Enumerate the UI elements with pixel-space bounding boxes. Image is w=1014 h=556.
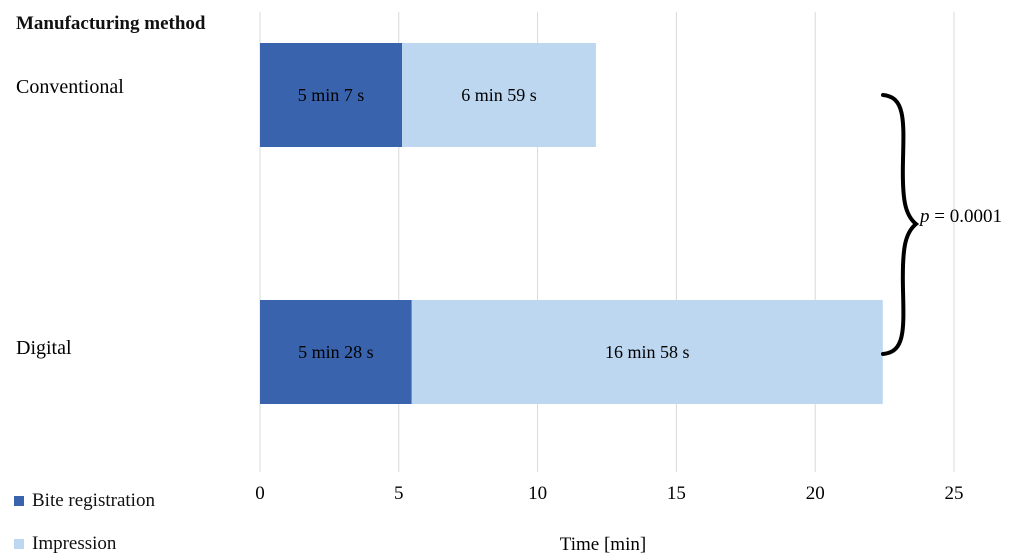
bar-segment (402, 43, 596, 147)
bar-data-label: 5 min 7 s (298, 85, 365, 105)
significance-annotation: p = 0.0001 (881, 93, 1002, 356)
bar-data-label: 6 min 59 s (461, 85, 537, 105)
x-tick-label: 20 (806, 483, 825, 504)
category-labels: Conventional Digital (16, 76, 124, 359)
x-tick-label: 0 (255, 483, 265, 504)
category-label: Conventional (16, 76, 124, 98)
bar-data-label: 5 min 28 s (298, 342, 374, 362)
bars: 5 min 7 s 6 min 59 s 5 min 28 s 16 min 58 s (260, 43, 883, 404)
legend-item-bite-registration: Bite registration (14, 490, 155, 512)
x-tick-label: 15 (667, 483, 686, 504)
bar-segment (260, 43, 403, 147)
legend-label-bite-registration: Bite registration (32, 490, 155, 511)
x-tick-labels: 0 5 10 15 20 25 (255, 483, 963, 504)
legend-item-impression: Impression (14, 533, 116, 555)
legend-swatch-bite-registration (14, 496, 24, 506)
p-value-text: = 0.0001 (930, 206, 1002, 227)
y-axis-title: Manufacturing method (16, 13, 206, 34)
p-value-annotation: p = 0.0001 (918, 206, 1002, 227)
bar-data-label: 16 min 58 s (605, 342, 690, 362)
x-tick-label: 25 (945, 483, 964, 504)
category-label: Digital (16, 337, 72, 359)
x-tick-label: 5 (394, 483, 404, 504)
x-axis-title: Time [min] (560, 534, 646, 555)
bar-segment (411, 300, 883, 404)
curly-brace (881, 93, 920, 356)
x-tick-label: 10 (528, 483, 547, 504)
p-value-symbol: p (918, 206, 930, 227)
legend-label-impression: Impression (32, 533, 117, 554)
legend-swatch-impression (14, 539, 24, 549)
bar-segment (260, 300, 412, 404)
